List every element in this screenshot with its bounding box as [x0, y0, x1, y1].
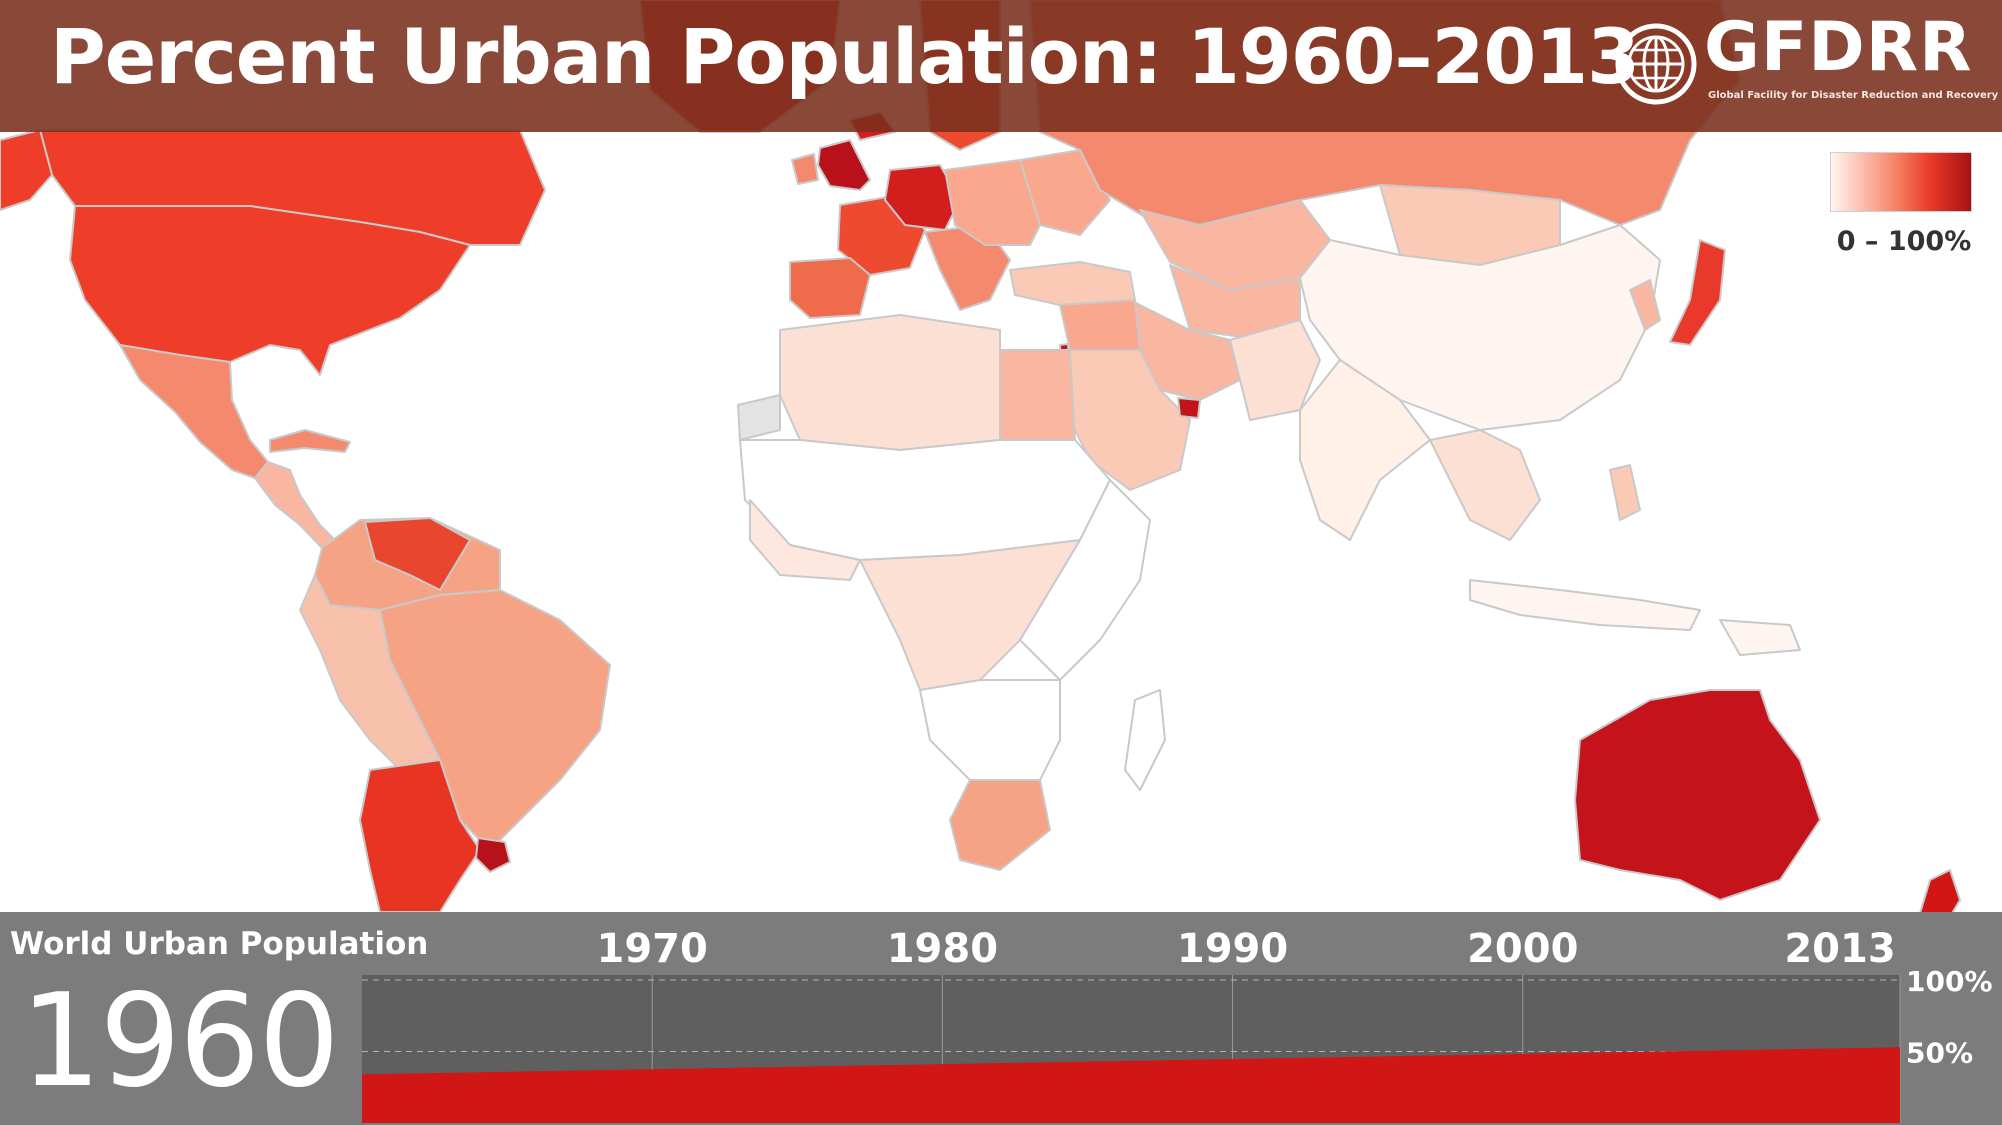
- region-korea: [1629, 279, 1661, 331]
- region-mexico: [119, 344, 269, 479]
- region-alaska: [0, 129, 53, 211]
- region-uae: [1177, 397, 1201, 419]
- region-turkey-caucasus: [1009, 261, 1136, 306]
- header-bar: Percent Urban Population: 1960–2013 GFDR…: [0, 0, 2002, 132]
- logo-wordmark: GFDRR: [1704, 8, 1973, 87]
- legend-range-label: 0 – 100%: [1836, 226, 1972, 257]
- region-usa: [69, 205, 471, 376]
- region-sahel: [739, 439, 1111, 561]
- region-southern-africa: [919, 679, 1061, 781]
- page-title: Percent Urban Population: 1960–2013: [50, 12, 1640, 101]
- region-australia: [1574, 689, 1821, 901]
- logo-subtitle: Global Facility for Disaster Reduction a…: [1708, 90, 1999, 101]
- region-philippines: [1609, 464, 1641, 521]
- region-western-sahara: [737, 394, 781, 441]
- region-papua-new-guinea: [1719, 619, 1801, 656]
- current-year-display: 1960: [20, 967, 340, 1116]
- region-central-america: [254, 461, 341, 549]
- globe-icon: [1615, 23, 1697, 105]
- region-east-africa: [1019, 479, 1151, 681]
- region-iberia: [789, 257, 871, 319]
- region-india: [1299, 359, 1431, 541]
- region-cuba: [269, 429, 351, 453]
- region-chile-argentina: [359, 759, 481, 913]
- timeline-title: World Urban Population: [10, 926, 429, 962]
- region-south-africa: [949, 779, 1051, 871]
- region-southeast-asia: [1429, 429, 1541, 541]
- timeline-percent-tick: 100%: [1906, 965, 1993, 998]
- timeline-year-tick: 2000: [1467, 926, 1578, 972]
- timeline-year-tick: 1990: [1177, 926, 1288, 972]
- region-uruguay: [475, 837, 511, 873]
- region-ireland: [791, 153, 819, 185]
- gfdrr-logo: GFDRR Global Facility for Disaster Reduc…: [1614, 8, 1998, 114]
- region-egypt: [999, 349, 1076, 441]
- timeline-percent-tick: 50%: [1906, 1037, 1973, 1070]
- timeline-year-tick: 1970: [597, 926, 708, 972]
- legend-color-ramp: [1830, 152, 1972, 212]
- region-west-africa: [749, 499, 861, 581]
- region-venezuela: [364, 517, 471, 591]
- timeline-year-tick: 2013: [1784, 926, 1895, 972]
- timeline-year-tick: 1980: [887, 926, 998, 972]
- region-japan: [1669, 239, 1726, 346]
- region-ukraine-belarus: [1019, 149, 1111, 236]
- region-madagascar: [1124, 689, 1166, 791]
- color-legend: 0 – 100%: [1830, 152, 1972, 257]
- urban-population-chart[interactable]: 1970 1980 1990 2000 2013 100% 50%: [0, 912, 2002, 1125]
- region-indonesia: [1469, 579, 1701, 631]
- region-iraq-syria: [1059, 299, 1141, 351]
- urban-population-area: [362, 1047, 1900, 1123]
- region-north-africa: [779, 314, 1001, 451]
- region-uk: [817, 139, 871, 191]
